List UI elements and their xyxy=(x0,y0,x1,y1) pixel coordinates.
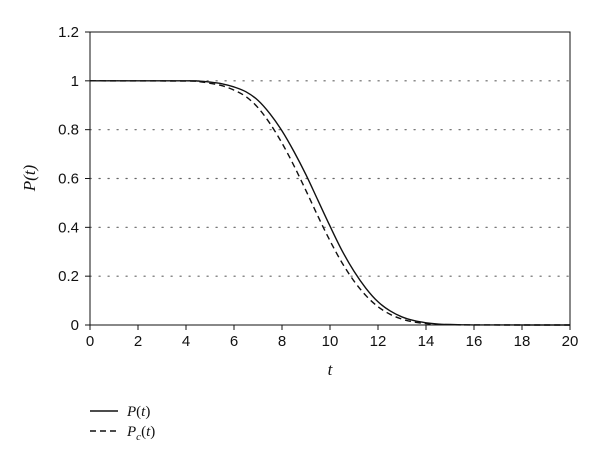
y-axis-label: P(t) xyxy=(20,164,39,192)
legend-label: Pc(t) xyxy=(126,424,155,443)
x-tick-label: 12 xyxy=(370,333,387,350)
series-layer xyxy=(89,80,571,326)
x-tick-label: 0 xyxy=(86,333,94,350)
x-tick-label: 2 xyxy=(134,333,142,350)
legend-label: P(t) xyxy=(126,404,150,420)
x-tick-label: 14 xyxy=(418,333,435,350)
x-tick-label: 16 xyxy=(466,333,483,350)
y-tick-label: 0.2 xyxy=(58,268,79,285)
x-tick-label: 20 xyxy=(562,333,579,350)
x-tick-label: 6 xyxy=(230,333,238,350)
y-tick-label: 0.6 xyxy=(58,171,79,188)
y-tick-label: 1.2 xyxy=(58,24,79,41)
series-line-pc xyxy=(89,80,571,326)
y-tick-label: 1 xyxy=(71,73,79,90)
x-tick-label: 18 xyxy=(514,333,531,350)
y-tick-label: 0.8 xyxy=(58,122,79,139)
x-tick-label: 10 xyxy=(322,333,339,350)
legend: P(t) Pc(t) xyxy=(90,404,155,443)
series-line-p xyxy=(89,80,571,326)
y-tick-label: 0.4 xyxy=(58,219,79,236)
x-tick-label: 8 xyxy=(278,333,286,350)
x-axis: 0 2 4 6 8 10 12 14 16 18 20 xyxy=(86,325,579,350)
x-axis-label: t xyxy=(328,360,334,379)
y-tick-label: 0 xyxy=(71,317,79,334)
grid-lines xyxy=(89,80,571,277)
y-axis: 0 0.2 0.4 0.6 0.8 1 1.2 xyxy=(58,24,90,334)
x-tick-label: 4 xyxy=(182,333,190,350)
